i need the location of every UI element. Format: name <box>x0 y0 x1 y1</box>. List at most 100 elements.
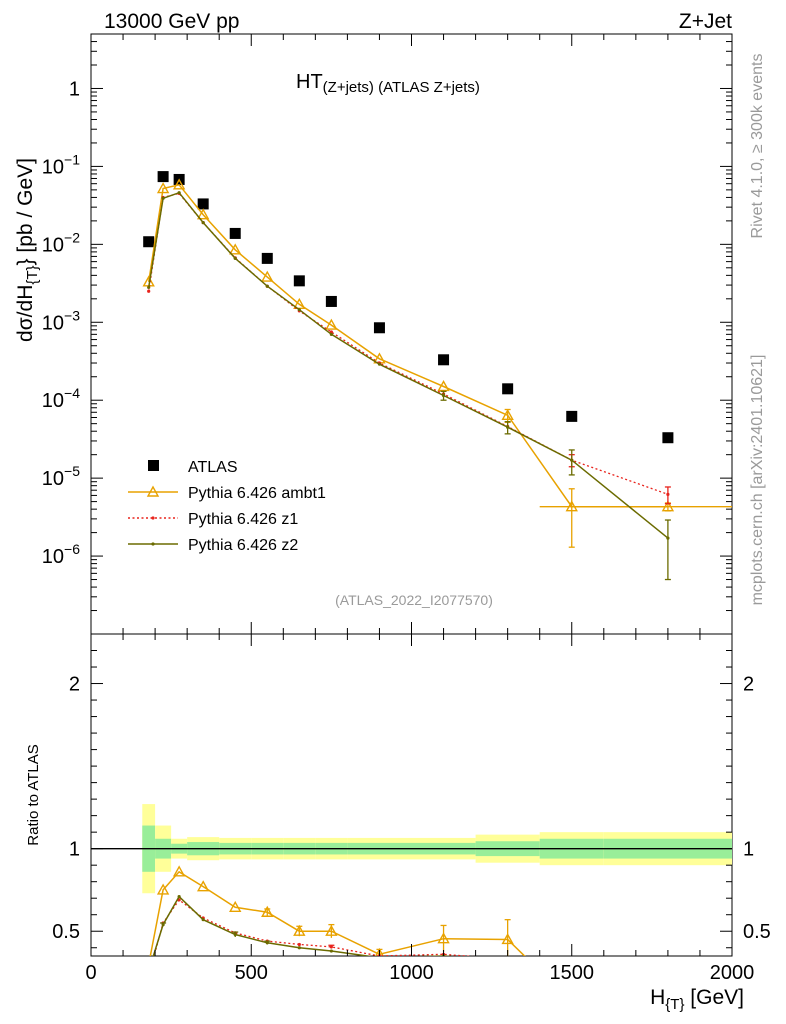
ratio-triangle-marker <box>437 932 450 944</box>
ratio-triangle-marker <box>567 997 577 1006</box>
triangle-marker <box>437 380 450 392</box>
ratio-triangle-marker <box>144 959 154 968</box>
ratio-y-tick-label: 0.5 <box>52 921 80 943</box>
triangle-marker <box>229 243 242 255</box>
ratio-series-pythia-6-426-ambt1 <box>144 865 577 1006</box>
dot-marker <box>201 221 205 225</box>
ratio-dot-marker <box>329 949 333 953</box>
legend-atlas-marker <box>148 460 159 471</box>
side-rivet-label: Rivet 4.1.0, ≥ 300k events <box>749 54 766 239</box>
y-tick-label: 10−3 <box>42 307 80 334</box>
dot-marker <box>441 393 446 398</box>
dot-marker <box>161 196 165 200</box>
ratio-panel: 0.5 0.5 1 1 2 2 0 500 1000 1500 2000 <box>52 633 771 1006</box>
ratio-line <box>152 895 454 956</box>
triangle-marker <box>172 178 186 190</box>
ratio-y-tick-label-right: 1 <box>743 839 754 861</box>
ratio-triangle-marker <box>325 924 338 936</box>
legend-label: Pythia 6.426 z1 <box>188 511 298 528</box>
dot-marker <box>177 191 181 195</box>
triangle-marker <box>156 182 170 194</box>
dot-marker <box>265 284 269 288</box>
dot-marker <box>377 362 382 366</box>
atlas-data-point <box>662 432 674 444</box>
y-tick-label: 10−4 <box>42 385 80 412</box>
atlas-data-point <box>566 410 578 422</box>
x-tick-label: 0 <box>85 962 96 984</box>
legend: ATLAS Pythia 6.426 ambt1 Pythia 6.426 z1 Py… <box>128 459 326 554</box>
atlas-data-point <box>502 383 514 395</box>
ratio-dot-marker <box>329 945 333 949</box>
atlas-data-point <box>261 252 273 264</box>
x-axis-label: H{T} [GeV] <box>650 986 744 1013</box>
ratio-triangle-marker <box>293 924 306 936</box>
ratio-dot-marker <box>147 974 150 977</box>
triangle-marker <box>501 408 514 421</box>
atlas-data-point <box>157 171 169 183</box>
ratio-dot-marker <box>177 894 181 899</box>
ratio-y-axis-label: Ratio to ATLAS <box>25 744 42 845</box>
y-tick-label: 10−1 <box>42 151 80 178</box>
dot-marker <box>666 492 670 496</box>
series-line <box>148 192 669 495</box>
legend-entry: Pythia 6.426 z2 <box>128 537 298 554</box>
ratio-triangle-marker <box>196 880 210 892</box>
analysis-id: (ATLAS_2022_I2077570) <box>335 592 493 608</box>
atlas-data-point <box>325 295 337 307</box>
y-tick-label: 10−6 <box>42 541 80 568</box>
dot-marker <box>506 425 510 429</box>
main-panel: 1 10−1 10−2 10−3 10−4 10−5 10−6 <box>42 33 733 635</box>
ratio-triangle-marker <box>172 865 186 877</box>
triangle-marker <box>325 318 338 330</box>
ratio-y-tick-label: 1 <box>69 839 80 861</box>
atlas-data-point <box>229 227 241 239</box>
ratio-triangle-marker <box>501 933 514 945</box>
dot-marker <box>233 256 237 261</box>
ratio-y-tick-label: 2 <box>69 674 80 696</box>
dot-marker <box>147 285 151 290</box>
ratio-triangle-marker <box>261 905 274 917</box>
dot-marker <box>570 458 574 462</box>
ratio-y-tick-label-right: 0.5 <box>743 921 771 943</box>
legend-label: Pythia 6.426 z2 <box>188 537 298 554</box>
ratio-series-pythia-6-426-z2 <box>152 894 509 962</box>
x-tick-label: 500 <box>235 962 268 984</box>
ratio-dot-marker <box>297 946 301 950</box>
legend-label: ATLAS <box>188 459 238 476</box>
y-tick-label: 10−2 <box>42 229 80 256</box>
y-tick-label: 10−5 <box>42 463 80 490</box>
series-pythia-6-426-z2 <box>147 191 671 581</box>
chart-title: HT(Z+jets) (ATLAS Z+jets) <box>296 71 480 96</box>
header-process: Z+Jet <box>679 10 732 33</box>
atlas-data-point <box>143 236 155 248</box>
y-tick-label: 1 <box>69 78 80 100</box>
dot-marker <box>329 332 333 336</box>
side-mcplots-label: mcplots.cern.ch [arXiv:2401.10621] <box>749 355 766 606</box>
legend-dot-marker <box>151 542 155 546</box>
atlas-data-point <box>373 322 385 334</box>
ratio-dot-marker <box>161 923 165 927</box>
triangle-marker <box>196 208 210 220</box>
atlas-data-point <box>438 354 450 366</box>
dot-marker <box>666 536 670 540</box>
x-tick-label: 2000 <box>710 962 755 984</box>
ratio-dot-marker <box>265 941 269 945</box>
ratio-dot-marker <box>506 959 509 962</box>
triangle-marker <box>261 270 274 282</box>
ratio-dot-marker <box>378 956 381 959</box>
ratio-dot-marker <box>506 958 509 961</box>
ratio-y-tick-label-right: 2 <box>743 674 754 696</box>
legend-entry: Pythia 6.426 z1 <box>128 511 298 528</box>
ratio-frame <box>90 633 733 957</box>
ratio-triangle-marker <box>156 883 170 895</box>
ratio-dot-marker <box>666 981 669 984</box>
dot-marker <box>297 308 301 312</box>
ratio-triangle-marker <box>229 900 242 912</box>
legend-entry: ATLAS <box>148 459 238 476</box>
x-tick-label: 1000 <box>389 962 434 984</box>
series-atlas <box>143 171 674 444</box>
y-axis-label: dσ/dH{T}} [pb / GeV] <box>14 158 41 342</box>
legend-triangle-marker <box>146 485 160 497</box>
atlas-data-point <box>197 198 209 210</box>
